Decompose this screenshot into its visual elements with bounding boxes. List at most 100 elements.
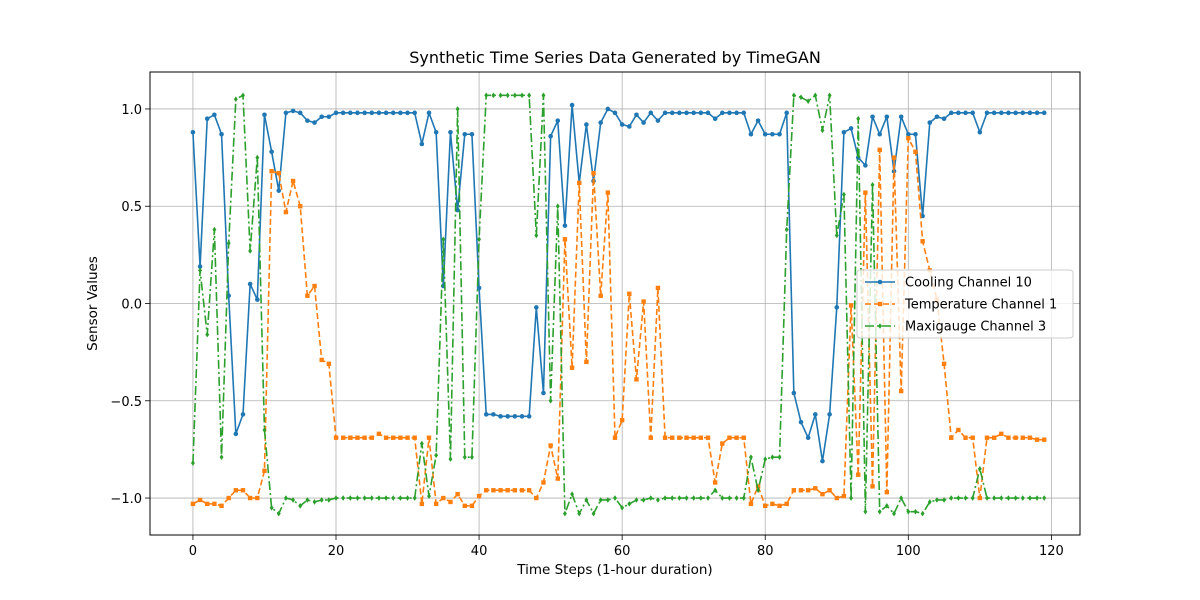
data-point <box>276 510 281 517</box>
data-point <box>827 488 832 493</box>
data-point <box>398 110 403 116</box>
data-point <box>863 163 868 168</box>
data-point <box>455 207 460 213</box>
data-point <box>577 180 582 186</box>
data-point <box>798 488 804 493</box>
data-point <box>991 110 997 116</box>
legend: Cooling Channel 10 Temperature Channel 1 M… <box>856 269 1074 339</box>
data-point <box>276 188 282 193</box>
data-point <box>1042 437 1047 442</box>
data-point <box>384 495 389 501</box>
legend-marker <box>877 279 883 285</box>
data-point <box>247 495 253 501</box>
data-point <box>577 510 582 517</box>
data-point <box>426 435 432 440</box>
data-point <box>677 495 682 501</box>
data-point <box>534 495 539 501</box>
legend-label: Temperature Channel 1 <box>904 298 1057 313</box>
data-point <box>806 98 811 104</box>
data-point <box>555 118 561 123</box>
data-point <box>426 110 432 116</box>
x-tick-label: 20 <box>328 544 345 559</box>
data-point <box>777 503 782 509</box>
data-point <box>362 435 367 440</box>
data-point <box>333 435 339 440</box>
legend-label: Cooling Channel 10 <box>905 276 1032 291</box>
data-point <box>226 240 231 246</box>
data-point <box>319 357 324 363</box>
data-point <box>741 435 746 440</box>
data-point <box>512 488 518 493</box>
data-point <box>190 460 195 466</box>
data-point <box>741 495 746 501</box>
data-point <box>670 495 675 501</box>
data-point <box>605 497 610 503</box>
data-point <box>612 435 618 440</box>
data-point <box>891 155 897 160</box>
data-point <box>863 190 868 195</box>
data-point <box>612 110 618 116</box>
data-point <box>848 303 854 308</box>
data-point <box>1006 495 1011 501</box>
x-tick-label: 80 <box>757 544 774 559</box>
data-point <box>290 178 296 184</box>
data-point <box>841 130 847 135</box>
data-point <box>619 122 625 127</box>
data-point <box>527 92 532 99</box>
x-axis-label: Time Steps (1-hour duration) <box>516 562 712 578</box>
data-point <box>419 440 424 447</box>
data-point <box>469 503 475 509</box>
data-point <box>906 508 911 515</box>
data-point <box>376 495 381 501</box>
data-point <box>441 236 446 243</box>
data-point <box>355 110 360 116</box>
data-point <box>319 497 324 503</box>
data-point <box>448 499 453 505</box>
data-point <box>677 435 682 440</box>
data-point <box>297 110 303 116</box>
data-point <box>205 501 210 507</box>
legend-label: Maxigauge Channel 3 <box>905 320 1046 335</box>
data-point <box>498 488 503 493</box>
data-point <box>977 495 983 501</box>
y-tick-label: −0.5 <box>110 395 142 410</box>
data-point <box>283 209 289 215</box>
data-point <box>412 495 417 501</box>
series-line <box>192 137 1045 507</box>
data-point <box>197 264 203 269</box>
data-point <box>283 110 289 116</box>
data-point <box>949 435 954 440</box>
data-point <box>305 293 310 298</box>
data-point <box>627 291 632 296</box>
data-point <box>655 285 661 291</box>
data-point <box>877 131 882 137</box>
data-point <box>605 106 611 112</box>
data-point <box>662 110 668 116</box>
data-point <box>1034 437 1040 442</box>
data-point <box>341 495 346 501</box>
data-point <box>433 501 439 507</box>
data-point <box>641 120 646 125</box>
data-point <box>298 503 303 509</box>
data-point <box>255 154 260 161</box>
data-point <box>820 127 825 134</box>
x-tick-label: 0 <box>189 544 197 559</box>
data-point <box>505 414 510 419</box>
data-point <box>240 488 246 493</box>
data-point <box>305 497 310 503</box>
data-point <box>562 510 567 517</box>
data-point <box>204 116 210 121</box>
data-point <box>219 503 224 509</box>
data-point <box>848 126 854 131</box>
data-point <box>312 283 317 289</box>
data-point <box>805 488 811 493</box>
data-point <box>541 390 546 396</box>
data-point <box>748 501 754 507</box>
series-1 <box>190 102 1047 464</box>
data-point <box>634 112 639 118</box>
data-point <box>290 108 296 114</box>
data-point <box>669 110 675 116</box>
series-group <box>190 92 1047 517</box>
data-point <box>734 435 739 440</box>
